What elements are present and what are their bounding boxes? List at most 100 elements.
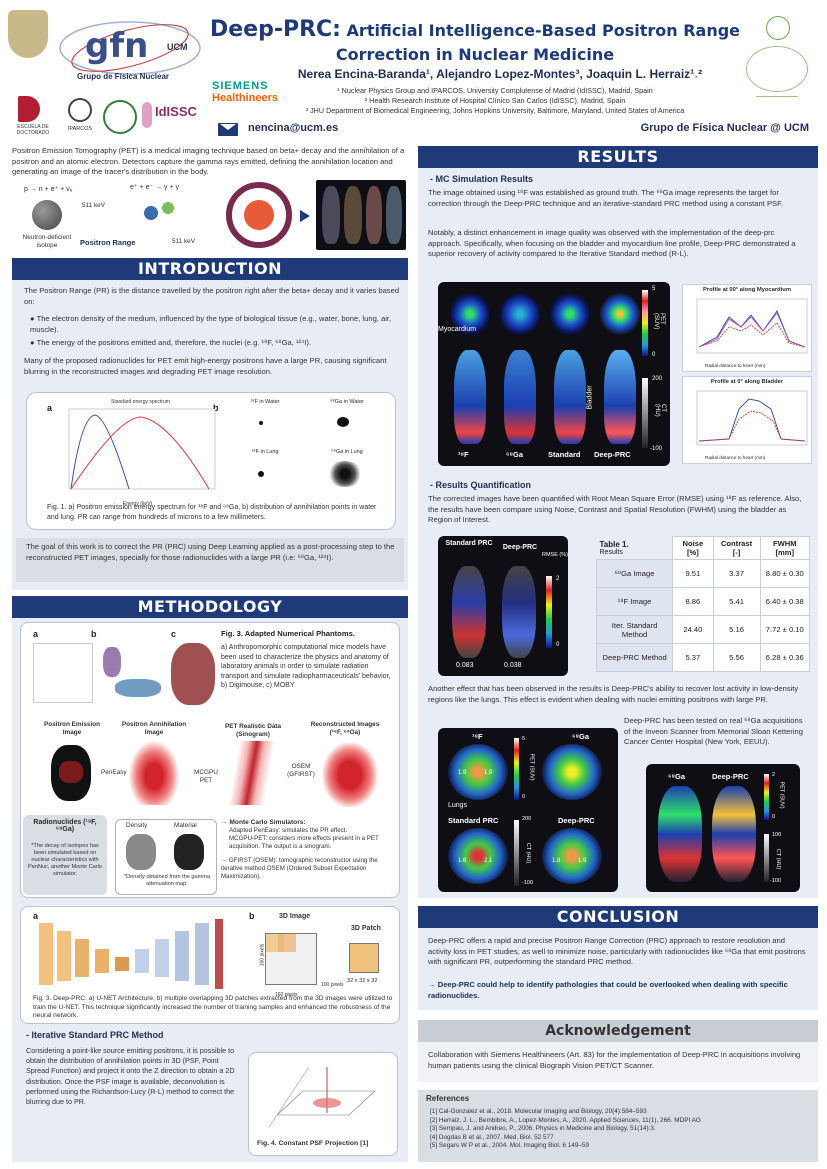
pet-scale-hi: 5 xyxy=(652,286,656,292)
nucleus-icon xyxy=(32,200,62,230)
results-heading: RESULTS xyxy=(418,146,818,168)
patch-size-label: 32 x 32 x 32 xyxy=(347,978,378,984)
px160-label-a: 160 pixels xyxy=(259,943,266,967)
contact-email[interactable]: nencina@ucm.es xyxy=(248,122,339,134)
lung-val-4: 2.1 xyxy=(484,858,493,864)
fig1-panel-1: ¹⁸F in Water xyxy=(227,399,303,443)
heart-row xyxy=(446,288,646,348)
lung-val-5: 1.8 xyxy=(552,858,561,864)
pet-body-scans xyxy=(316,180,406,250)
rmse-label-deep: Deep-PRC xyxy=(502,544,538,551)
rmse-scale-label: RMSE (%) xyxy=(542,552,568,558)
results-table: Table 1. Results Noise [%] Contrast [-] … xyxy=(595,536,811,672)
kev-label-1: 511 keV xyxy=(82,202,105,209)
pipeline-step-2: Positron Annihilation Image xyxy=(121,721,187,736)
phantom-c-image xyxy=(171,643,215,705)
poster-header: gfn UCM Grupo de Física Nuclear SIEMENS … xyxy=(0,0,827,145)
gfn-logo-text: gfn xyxy=(85,26,149,66)
pet-diagram: p → n + e⁺ + νₑ e⁺ + e⁻ → γ + γ 511 keV … xyxy=(12,178,408,254)
real-ct-hi: 100 xyxy=(772,832,782,838)
electron-icon xyxy=(162,202,174,214)
lung-val-1: 1.9 xyxy=(458,770,467,776)
methodology-heading: METHODOLOGY xyxy=(12,596,408,618)
sinogram-image xyxy=(227,741,279,805)
lung-label-f18: ¹⁸F xyxy=(472,732,483,741)
unet-label-a: a xyxy=(33,911,39,921)
pipeline-step-3: PET Realistic Data (Sinogram) xyxy=(224,723,282,738)
material-image xyxy=(174,834,204,870)
conclusion-heading: CONCLUSION xyxy=(418,906,818,928)
lung-text: Another effect that has been observed in… xyxy=(428,684,799,704)
phantom-b-image xyxy=(95,645,165,703)
fig4-caption: Fig. 4. Constant PSF Projection [1] xyxy=(257,1140,369,1147)
unet-diagram xyxy=(39,919,235,993)
pet-scale-label: PET (SUV) xyxy=(653,313,665,330)
references-list: [1] Cal-Gonzalez et al., 2018. Molecular… xyxy=(430,1108,810,1151)
rmse-scale-hi: 2 xyxy=(556,576,560,582)
gfn-logo: gfn UCM Grupo de Física Nuclear xyxy=(55,8,205,86)
goal-text: The goal of this work is to correct the … xyxy=(26,542,395,562)
th-fwhm: FWHM [mm] xyxy=(759,536,811,560)
fig1-spectrum-plot xyxy=(68,408,216,490)
real-data-text: Deep-PRC has been tested on real ⁶⁸Ga ac… xyxy=(624,716,803,747)
arrow-icon xyxy=(300,210,310,222)
lung-val-6: 1.9 xyxy=(578,858,587,864)
reference-item: [1] Cal-Gonzalez et al., 2018. Molecular… xyxy=(430,1108,647,1115)
fig3-unet-box: a b 3D Image 3D Patch 160 pixels 160 pix… xyxy=(20,906,400,1024)
psf-projection-diagram xyxy=(268,1066,376,1128)
mc-simulators-text: → Monte Carlo Simulators: Adapted PenEas… xyxy=(221,819,379,880)
contact-bar: nencina@ucm.es Grupo de Física Nuclear @… xyxy=(212,121,827,139)
reference-item: [2] Herraiz, J. L., Bembibre, A., Lopez-… xyxy=(430,1116,701,1124)
reference-item: [4] Dogdas B et al., 2007. Med. Biol. 52… xyxy=(430,1133,554,1141)
body-row xyxy=(446,346,646,446)
th-contrast: Contrast [-] xyxy=(712,536,761,560)
real-ct-lo: -100 xyxy=(770,878,782,884)
profile-bladder: Profile at 0° along Bladder Radial dista… xyxy=(682,376,812,464)
mc-results-p1: The image obtained using ¹⁸F was establi… xyxy=(428,188,783,208)
mc-results-image: Myocardium Bladder ¹⁸F ⁶⁸Ga Standard Dee… xyxy=(438,282,670,466)
penEasy-arrow-label: PenEasy xyxy=(101,769,127,776)
ct-scale-label: CT (HU) xyxy=(654,404,666,417)
gfn-logo-sub: UCM xyxy=(167,42,188,52)
mcgpu-arrow-label: MCGPU PET xyxy=(194,769,218,784)
ack-panel xyxy=(418,1042,818,1082)
lung-val-2: 1.9 xyxy=(484,770,493,776)
goal-box xyxy=(16,538,404,582)
radionuclides-box: Radionuclides (¹⁸F, ⁶⁸Ga) *The decay of … xyxy=(23,815,107,895)
fig1-spectrum-title: Standard energy spectrum xyxy=(111,399,170,405)
pet-eq-annihilation: e⁺ + e⁻ → γ + γ xyxy=(130,184,180,191)
label-3d-image: 3D Image xyxy=(279,913,311,920)
ucm-crest-logo xyxy=(8,10,48,58)
rmse-label-standard: Standard PRC xyxy=(445,540,493,547)
emission-image xyxy=(47,743,95,805)
ct-colorbar xyxy=(642,378,648,448)
mail-icon xyxy=(218,123,238,136)
fig1-label-b: b xyxy=(213,403,219,413)
intro-bullet-2: ● The energy of the positrons emitted an… xyxy=(30,338,312,347)
label-3d-patch: 3D Patch xyxy=(351,925,381,932)
authors: Nerea Encina-Baranda¹, Alejandro Lopez-M… xyxy=(297,67,703,81)
3d-image-cube xyxy=(265,933,317,985)
reconstructed-image xyxy=(323,743,377,807)
siemens-logo: SIEMENS Healthineers xyxy=(212,80,279,104)
lung-label-ga68: ⁶⁸Ga xyxy=(572,732,590,741)
iterative-method-text: Considering a point-like source emitting… xyxy=(26,1046,235,1107)
profile-myocardium: Profile at 00° along Myocardium Radial d… xyxy=(682,284,812,372)
fig3-title: Fig. 3. Adapted Numerical Phantoms. xyxy=(221,629,355,638)
pipeline-step-1: Positron Emission Image xyxy=(43,721,101,736)
fig3-text: a) Anthropomorphic computational mice mo… xyxy=(221,644,391,690)
rmse-image: Standard PRC Deep-PRC RMSE (%) 2 0 0.083… xyxy=(438,536,568,676)
mc-results-p2: Notably, a distinct enhancement in image… xyxy=(428,228,796,259)
introduction-heading: INTRODUCTION xyxy=(12,258,408,280)
real-pet-lo: 0 xyxy=(772,814,776,820)
title-prefix: Deep-PRC: xyxy=(209,17,341,42)
conclusion-panel xyxy=(418,928,818,1010)
mc-label-ga68: ⁶⁸Ga xyxy=(506,450,524,459)
ct-scale-hi: 200 xyxy=(652,376,663,382)
table-row: ⁶⁸Ga Image 9.51 3.37 8.80 ± 0.30 xyxy=(595,559,811,588)
reference-item: [3] Sempau, J. and Andreo, P., 2006. Phy… xyxy=(430,1125,656,1133)
rmse-scale-lo: 0 xyxy=(556,642,560,648)
phantom-label-a: a xyxy=(33,629,39,639)
fig1-label-a: a xyxy=(47,403,53,413)
density-material-box: Density Material *Density obtained from … xyxy=(115,819,217,895)
